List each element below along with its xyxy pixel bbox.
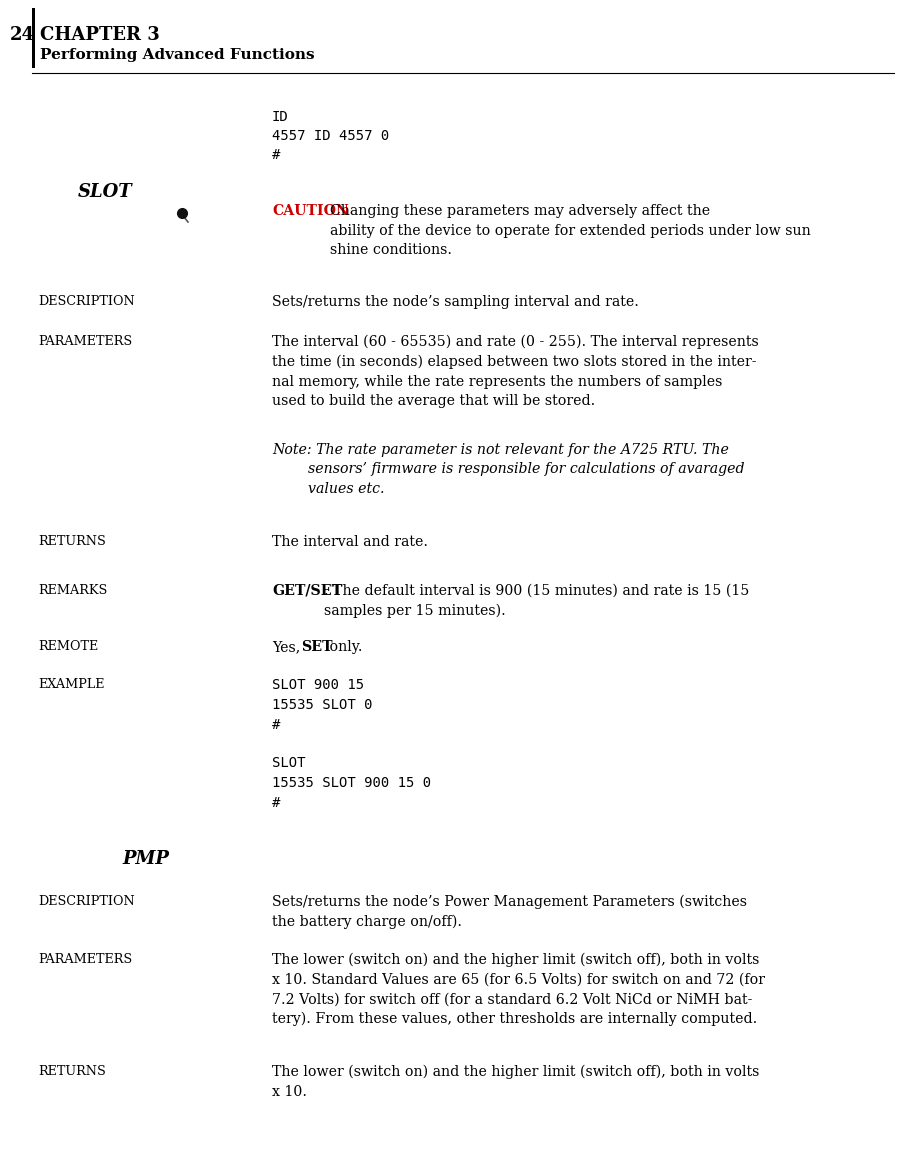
Text: #: # xyxy=(272,719,281,731)
Text: only.: only. xyxy=(325,640,363,654)
Text: SLOT: SLOT xyxy=(78,183,133,201)
Text: EXAMPLE: EXAMPLE xyxy=(38,679,104,691)
Text: DESCRIPTION: DESCRIPTION xyxy=(38,895,134,908)
Text: The lower (switch on) and the higher limit (switch off), both in volts
x 10.: The lower (switch on) and the higher lim… xyxy=(272,1065,760,1098)
Text: Performing Advanced Functions: Performing Advanced Functions xyxy=(40,48,314,62)
Text: 4557 ID 4557 0: 4557 ID 4557 0 xyxy=(272,129,389,143)
Text: SET: SET xyxy=(301,640,333,654)
Text: Note: The rate parameter is not relevant for the A725 RTU. The
        sensors’ : Note: The rate parameter is not relevant… xyxy=(272,443,745,496)
Text: REMOTE: REMOTE xyxy=(38,640,98,653)
Text: ID: ID xyxy=(272,111,289,123)
Text: CHAPTER 3: CHAPTER 3 xyxy=(40,26,160,44)
Text: REMARKS: REMARKS xyxy=(38,584,107,597)
Text: Changing these parameters may adversely affect the
ability of the device to oper: Changing these parameters may adversely … xyxy=(330,203,811,258)
Text: Sets/returns the node’s Power Management Parameters (switches
the battery charge: Sets/returns the node’s Power Management… xyxy=(272,895,747,929)
Text: Yes,: Yes, xyxy=(272,640,304,654)
Text: RETURNS: RETURNS xyxy=(38,1065,106,1078)
Text: 15535 SLOT 0: 15535 SLOT 0 xyxy=(272,699,373,711)
Text: DESCRIPTION: DESCRIPTION xyxy=(38,295,134,308)
Text: 15535 SLOT 900 15 0: 15535 SLOT 900 15 0 xyxy=(272,776,431,790)
Text: PMP: PMP xyxy=(122,850,169,868)
Bar xyxy=(32,8,35,68)
Text: SLOT 900 15: SLOT 900 15 xyxy=(272,679,364,691)
Text: SLOT: SLOT xyxy=(272,756,305,770)
Text: PARAMETERS: PARAMETERS xyxy=(38,335,133,348)
Text: 24: 24 xyxy=(10,26,35,44)
Text: The interval (60 - 65535) and rate (0 - 255). The interval represents
the time (: The interval (60 - 65535) and rate (0 - … xyxy=(272,335,759,408)
Text: Sets/returns the node’s sampling interval and rate.: Sets/returns the node’s sampling interva… xyxy=(272,295,639,309)
Text: RETURNS: RETURNS xyxy=(38,535,106,548)
Text: #: # xyxy=(272,796,281,810)
Text: #: # xyxy=(272,148,281,162)
Text: PARAMETERS: PARAMETERS xyxy=(38,953,133,965)
Text: CAUTION: CAUTION xyxy=(272,203,349,218)
Text: The interval and rate.: The interval and rate. xyxy=(272,535,428,549)
Text: The lower (switch on) and the higher limit (switch off), both in volts
x 10. Sta: The lower (switch on) and the higher lim… xyxy=(272,953,765,1027)
Text: . The default interval is 900 (15 minutes) and rate is 15 (15
samples per 15 min: . The default interval is 900 (15 minute… xyxy=(324,584,749,619)
Text: GET/SET: GET/SET xyxy=(272,584,342,599)
